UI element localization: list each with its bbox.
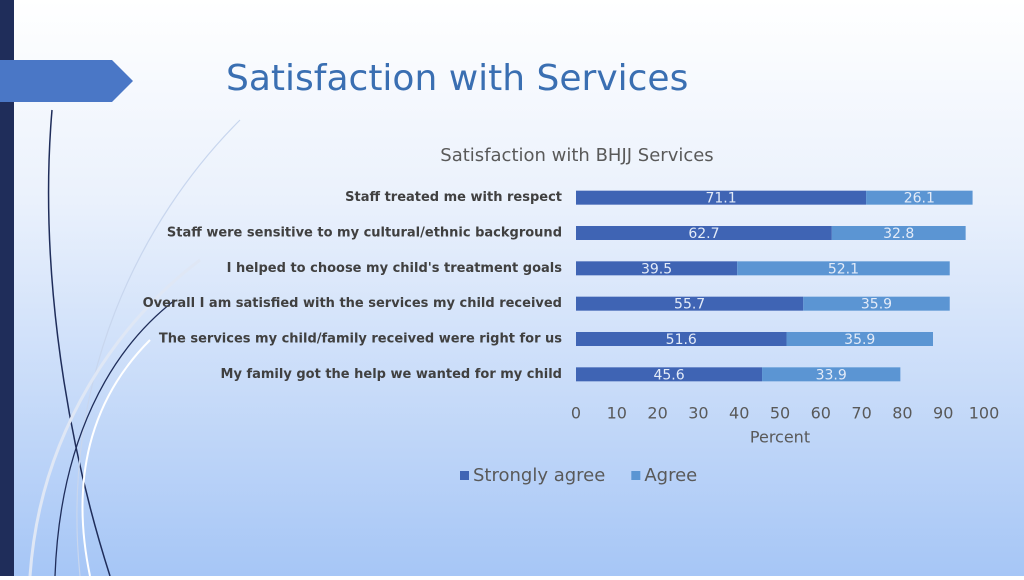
side-bar [0, 0, 14, 576]
data-label: 35.9 [861, 297, 892, 313]
category-label: I helped to choose my child's treatment … [227, 261, 563, 276]
chart-title: Satisfaction with BHJJ Services [440, 145, 713, 166]
x-axis-label: Percent [750, 428, 810, 447]
category-label: My family got the help we wanted for my … [221, 367, 562, 382]
x-tick-label: 40 [729, 404, 749, 423]
category-label: Overall I am satisfied with the services… [143, 296, 562, 311]
bar-segment [762, 367, 901, 382]
title-arrow [0, 60, 133, 102]
bar-segment [576, 332, 787, 346]
slide-title: Satisfaction with Services [226, 58, 688, 99]
x-tick-label: 50 [770, 404, 790, 423]
category-label: Staff treated me with respect [345, 190, 562, 205]
data-label: 26.1 [904, 191, 935, 207]
bar-segment [576, 190, 867, 205]
data-label: 45.6 [653, 367, 684, 383]
x-tick-label: 60 [811, 404, 831, 423]
bar-segment [576, 296, 804, 311]
decorative-curves [28, 109, 241, 577]
data-label: 32.8 [883, 226, 914, 242]
data-label: 39.5 [641, 261, 672, 277]
legend-swatch [631, 471, 641, 480]
data-label: 52.1 [828, 261, 859, 277]
legend-label: Strongly agree [473, 465, 605, 486]
data-label: 51.6 [666, 332, 697, 348]
data-label: 55.7 [674, 297, 705, 313]
data-label: 35.9 [844, 332, 875, 348]
bar-segment [576, 261, 738, 276]
x-tick-label: 10 [607, 404, 627, 423]
x-tick-label: 70 [851, 404, 871, 423]
data-label: 33.9 [816, 367, 847, 383]
legend-swatch [460, 471, 469, 480]
x-tick-label: 20 [647, 404, 667, 423]
legend-label: Agree [644, 465, 697, 486]
x-tick-label: 30 [688, 404, 708, 423]
x-tick-label: 100 [969, 404, 1000, 423]
bar-segment [737, 261, 950, 276]
bar-segment [576, 226, 832, 240]
data-label: 71.1 [705, 191, 736, 207]
bar-segment [866, 190, 973, 205]
x-tick-label: 0 [571, 404, 581, 423]
category-label: The services my child/family received we… [159, 332, 562, 347]
data-label: 62.7 [688, 226, 719, 242]
bar-segment [576, 367, 763, 382]
x-tick-label: 80 [892, 404, 912, 423]
category-label: Staff were sensitive to my cultural/ethn… [167, 226, 562, 241]
bar-segment [803, 296, 950, 311]
bar-segment [831, 226, 966, 240]
bar-segment [786, 332, 933, 346]
x-tick-label: 90 [933, 404, 953, 423]
